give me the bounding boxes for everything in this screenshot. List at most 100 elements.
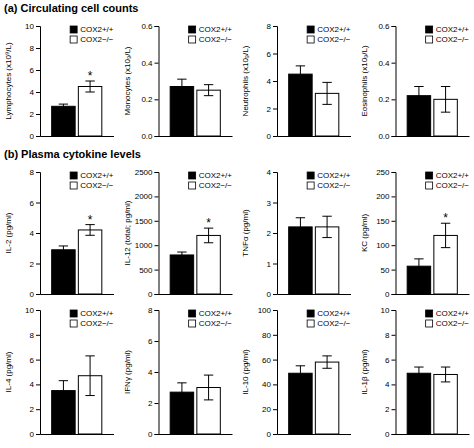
figure: (a) Circulating cell counts0246810Lympho…: [0, 0, 474, 448]
y-tick-label: 2: [30, 110, 35, 119]
y-tick-label: 10: [381, 306, 390, 315]
legend-label: COX2−/−: [199, 319, 233, 328]
legend-item: COX2−/−: [70, 181, 114, 190]
bar: [78, 87, 101, 137]
y-tick-mark: [392, 335, 396, 336]
bar: [52, 106, 75, 136]
y-tick: 0: [267, 290, 277, 299]
y-tick-mark: [155, 136, 159, 137]
legend: COX2+/+COX2−/−: [307, 309, 351, 328]
y-tick-mark: [273, 81, 277, 82]
y-axis-line: [36, 27, 41, 137]
bar: [407, 373, 430, 434]
y-tick: 0: [148, 430, 158, 439]
x-axis: [41, 434, 115, 435]
legend-item: COX2+/+: [426, 309, 470, 318]
y-tick-mark: [155, 403, 159, 404]
plot-area: [170, 375, 220, 434]
y-axis-label: IL-1β (pg/ml): [360, 349, 369, 395]
y-tick-mark: [392, 434, 396, 435]
legend-item: COX2−/−: [426, 35, 470, 44]
legend-item: COX2+/+: [189, 25, 233, 34]
panel: 0246810Lymphocytes (x10⁹/L)*COX2+/+COX2−…: [4, 22, 114, 141]
legend-item: COX2−/−: [189, 181, 233, 190]
legend-item: COX2+/+: [189, 171, 233, 180]
y-axis: 01234: [267, 168, 278, 299]
y-tick-mark: [273, 264, 277, 265]
annotation: *: [443, 211, 448, 225]
y-tick-mark: [36, 335, 40, 336]
legend-swatch: [189, 36, 196, 43]
legend-item: COX2−/−: [70, 35, 114, 44]
legend-label: COX2−/−: [317, 181, 351, 190]
y-tick-label: 0: [30, 132, 35, 141]
y-tick-mark: [155, 26, 159, 27]
legend-item: COX2+/+: [426, 171, 470, 180]
legend: COX2+/+COX2−/−: [189, 309, 233, 328]
x-axis: [278, 434, 352, 435]
x-axis-line: [159, 294, 233, 295]
x-axis: [159, 294, 233, 295]
y-tick: 2: [30, 260, 40, 269]
legend-item: COX2+/+: [307, 309, 351, 318]
legend-swatch: [189, 320, 196, 327]
y-tick-label: 100: [258, 306, 272, 315]
y-axis-line: [392, 27, 397, 137]
y-tick: 10: [25, 306, 40, 315]
legend-item: COX2+/+: [70, 309, 114, 318]
y-tick: 250: [376, 168, 395, 177]
y-tick: 6: [30, 199, 40, 208]
y-tick: 1000: [135, 241, 159, 250]
legend: COX2+/+COX2−/−: [70, 171, 114, 190]
y-tick: 4: [385, 380, 395, 389]
y-tick: 0: [148, 290, 158, 299]
error-bar: [177, 79, 186, 94]
y-tick: 6: [385, 356, 395, 365]
y-tick-label: 1500: [135, 217, 153, 226]
y-tick: 2: [267, 105, 277, 114]
y-tick-label: 0: [385, 290, 390, 299]
legend-item: COX2−/−: [426, 181, 470, 190]
y-tick-label: 2: [267, 229, 272, 238]
y-tick-mark: [273, 310, 277, 311]
x-axis: [278, 136, 352, 137]
y-tick: 4: [267, 168, 277, 177]
legend-item: COX2−/−: [426, 319, 470, 328]
legend-label: COX2+/+: [436, 25, 470, 34]
legend-label: COX2+/+: [80, 171, 114, 180]
y-axis: 0246810: [25, 306, 40, 439]
legend-label: COX2+/+: [317, 171, 351, 180]
y-axis-line: [273, 27, 278, 137]
y-tick-label: 100: [376, 241, 390, 250]
x-axis-line: [41, 434, 115, 435]
error-bar: [85, 356, 94, 396]
x-axis: [278, 294, 352, 295]
legend-label: COX2+/+: [317, 309, 351, 318]
y-axis-line: [273, 173, 278, 295]
error-bar: [177, 252, 186, 258]
legend: COX2+/+COX2−/−: [426, 171, 470, 190]
y-tick-mark: [392, 245, 396, 246]
y-tick-mark: [273, 434, 277, 435]
y-tick-mark: [36, 203, 40, 204]
y-tick: 0: [30, 132, 40, 141]
y-tick-label: 8: [267, 22, 272, 31]
section-title: (b) Plasma cytokine levels: [4, 148, 141, 160]
error-bar: [322, 356, 331, 368]
y-tick: 8: [30, 168, 40, 177]
y-axis-line: [155, 173, 160, 295]
y-tick: 8: [30, 331, 40, 340]
y-tick-label: 2: [30, 405, 35, 414]
y-tick: 0.6: [378, 22, 395, 31]
y-tick-mark: [392, 294, 396, 295]
y-tick: 0.2: [378, 95, 395, 104]
y-tick-label: 8: [30, 331, 35, 340]
legend-label: COX2−/−: [317, 319, 351, 328]
y-tick: 1500: [135, 217, 159, 226]
y-tick-mark: [273, 335, 277, 336]
legend-label: COX2−/−: [80, 319, 114, 328]
y-tick-label: 2: [30, 260, 35, 269]
y-tick-mark: [273, 360, 277, 361]
panel: 01234TNFα (pg/ml)COX2+/+COX2−/−: [241, 168, 351, 299]
y-tick: 150: [376, 217, 395, 226]
